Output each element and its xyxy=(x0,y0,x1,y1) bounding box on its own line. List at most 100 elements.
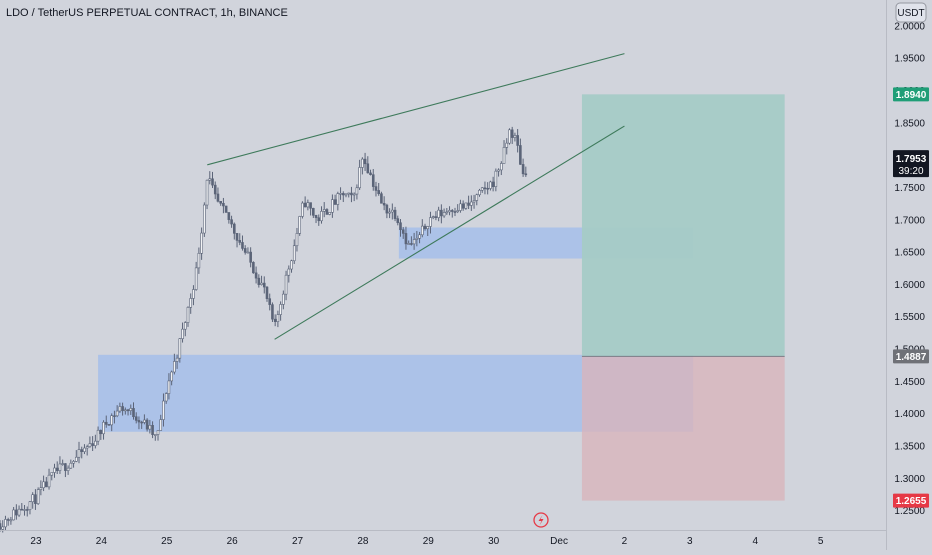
candle-body-118 xyxy=(320,211,323,222)
candle-body-22 xyxy=(58,463,62,471)
candle-body-64 xyxy=(173,361,176,373)
price-tick-label: 1.3000 xyxy=(894,474,925,485)
candle-body-4 xyxy=(9,519,13,522)
candle-body-116 xyxy=(314,215,318,219)
candle-body-186 xyxy=(505,142,509,148)
countdown-label: 39:20 xyxy=(898,166,923,177)
time-tick-label: 3 xyxy=(687,536,693,547)
candle-body-180 xyxy=(489,181,492,189)
price-tick-label: 1.3500 xyxy=(894,441,925,452)
candle-body-52 xyxy=(140,421,143,424)
candle-body-65 xyxy=(175,357,179,362)
trendline-upper[interactable] xyxy=(207,53,625,166)
candle-body-184 xyxy=(500,163,503,171)
candle-body-43 xyxy=(115,410,119,417)
candle-body-12 xyxy=(31,494,34,503)
lightning-icon[interactable] xyxy=(533,512,549,528)
candle-body-162 xyxy=(440,209,443,217)
candle-body-103 xyxy=(279,304,282,315)
candle-body-165 xyxy=(448,210,451,213)
candle-body-18 xyxy=(47,474,51,488)
candle-body-143 xyxy=(388,211,391,214)
candle-body-84 xyxy=(227,212,231,220)
currency-button-frame[interactable] xyxy=(895,2,927,23)
candle-body-154 xyxy=(418,234,421,239)
candle-body-32 xyxy=(85,446,89,449)
candle-body-17 xyxy=(45,481,48,488)
trendline-lower[interactable] xyxy=(274,125,625,340)
candle-body-88 xyxy=(238,240,242,243)
candle-body-145 xyxy=(393,209,397,219)
candle-body-60 xyxy=(162,400,165,420)
candle-body-63 xyxy=(170,371,173,382)
candle-body-120 xyxy=(325,209,329,215)
position-layer[interactable] xyxy=(581,94,785,501)
candle-body-72 xyxy=(194,267,198,290)
trendlines-layer[interactable] xyxy=(207,53,625,340)
candle-body-187 xyxy=(508,129,511,144)
candle-body-176 xyxy=(478,189,481,196)
candle-body-90 xyxy=(243,248,247,253)
currency-button[interactable]: USDT xyxy=(895,2,927,23)
candle-body-56 xyxy=(151,425,154,435)
candle-body-171 xyxy=(464,202,468,209)
candle-body-105 xyxy=(284,274,288,295)
price-tick-label: 1.7500 xyxy=(894,183,925,194)
time-tick-label: 30 xyxy=(488,536,500,547)
candle-body-151 xyxy=(410,243,413,245)
candle-body-136 xyxy=(369,172,372,175)
candle-body-108 xyxy=(292,245,296,262)
candle-body-51 xyxy=(137,420,141,423)
candle-body-30 xyxy=(80,449,84,452)
candle-body-16 xyxy=(42,481,45,489)
candle-body-168 xyxy=(456,210,460,212)
price-tick-label: 1.6000 xyxy=(894,280,925,291)
candle-body-106 xyxy=(287,268,291,276)
candle-body-3 xyxy=(6,519,10,521)
candle-body-76 xyxy=(205,179,209,206)
candle-body-37 xyxy=(99,429,103,435)
candle-body-114 xyxy=(309,202,312,209)
candle-body-27 xyxy=(72,461,75,464)
candle-body-67 xyxy=(181,328,184,339)
candle-body-175 xyxy=(475,194,479,201)
candle-body-66 xyxy=(178,338,182,359)
candle-body-183 xyxy=(497,169,500,172)
candle-body-146 xyxy=(396,218,400,224)
candle-body-54 xyxy=(145,419,149,430)
candle-body-44 xyxy=(118,406,122,412)
stop-loss-zone[interactable] xyxy=(581,356,785,501)
stop-price-tag-label: 1.2655 xyxy=(896,496,927,507)
candle-body-153 xyxy=(415,237,419,240)
candle-body-169 xyxy=(459,203,462,211)
candle-body-167 xyxy=(453,211,457,213)
candle-body-138 xyxy=(374,186,378,191)
take-profit-zone[interactable] xyxy=(581,94,785,357)
candle-body-70 xyxy=(189,298,193,308)
candle-body-14 xyxy=(36,489,40,504)
candle-body-160 xyxy=(434,216,438,218)
candle-body-134 xyxy=(363,158,367,165)
candle-body-125 xyxy=(339,193,342,195)
candle-body-113 xyxy=(306,202,310,208)
price-tick-label: 1.6500 xyxy=(894,248,925,259)
chart-title: LDO / TetherUS PERPETUAL CONTRACT, 1h, B… xyxy=(6,7,288,19)
time-tick-label: 29 xyxy=(423,536,435,547)
price-tick-label: 1.7000 xyxy=(894,215,925,226)
candle-body-157 xyxy=(426,226,430,230)
price-tick-label: 1.4000 xyxy=(894,409,925,420)
currency-button-label[interactable]: USDT xyxy=(897,8,924,19)
candle-body-50 xyxy=(134,416,138,421)
candle-body-148 xyxy=(401,229,405,234)
candle-body-31 xyxy=(83,447,86,452)
candle-body-95 xyxy=(257,277,261,285)
candle-body-188 xyxy=(510,129,514,138)
candle-body-19 xyxy=(50,472,54,476)
time-axis[interactable]: 23 24 25 26 27 28 29 30 Dec 2 3 4 5 xyxy=(30,536,823,547)
time-tick-label: 4 xyxy=(752,536,758,547)
candle-body-124 xyxy=(336,193,340,205)
price-tick-label: 1.9500 xyxy=(894,54,925,65)
candle-body-69 xyxy=(186,307,190,323)
